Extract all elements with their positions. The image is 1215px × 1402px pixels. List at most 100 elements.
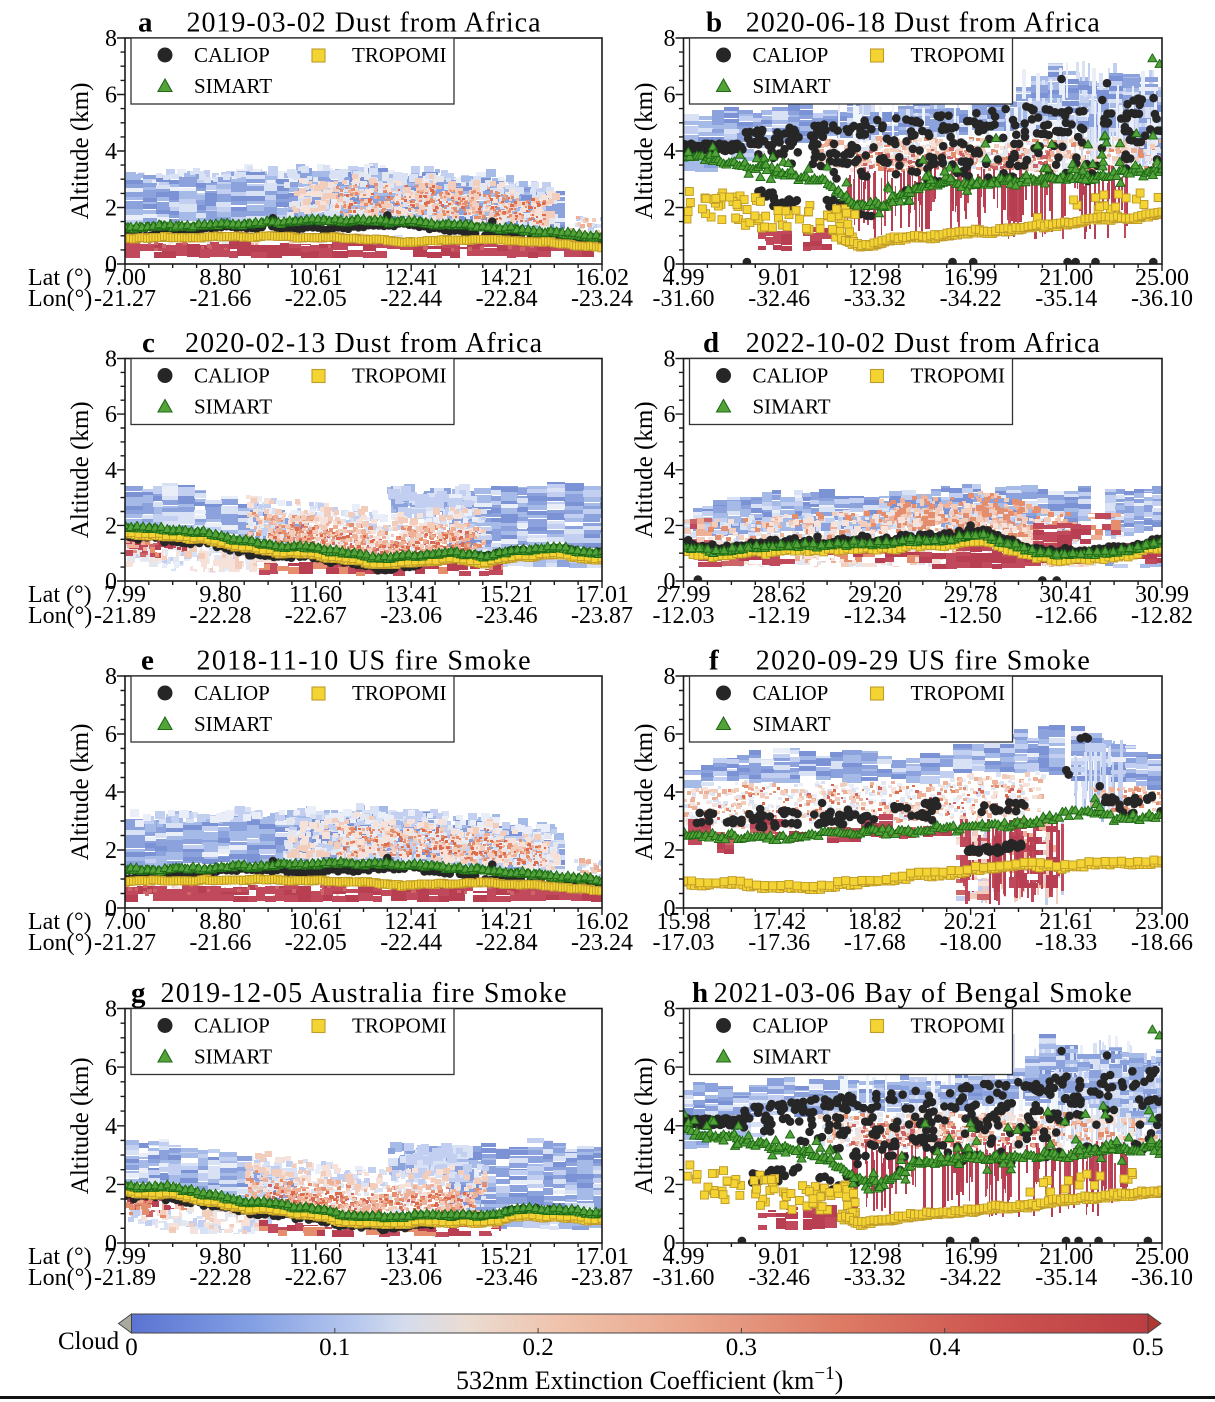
svg-text:6: 6 <box>664 722 676 748</box>
svg-text:0: 0 <box>664 1231 676 1257</box>
svg-text:-31.60: -31.60 <box>653 1265 715 1291</box>
svg-text:16.02: 16.02 <box>575 265 629 291</box>
svg-text:-22.28: -22.28 <box>189 1265 251 1291</box>
svg-text:17.01: 17.01 <box>575 582 629 608</box>
svg-text:-23.24: -23.24 <box>571 930 633 956</box>
svg-text:15.21: 15.21 <box>480 582 534 608</box>
svg-text:2018-11-10 US fire Smoke: 2018-11-10 US fire Smoke <box>197 646 531 677</box>
svg-text:-21.89: -21.89 <box>94 603 156 629</box>
svg-text:Lon(°): Lon(°) <box>28 603 92 629</box>
svg-text:0: 0 <box>105 252 117 278</box>
svg-text:Altitude (km): Altitude (km) <box>631 1057 658 1194</box>
svg-text:7.00: 7.00 <box>104 909 146 935</box>
svg-text:-22.67: -22.67 <box>285 1265 347 1291</box>
svg-text:a: a <box>138 7 153 39</box>
svg-text:Altitude (km): Altitude (km) <box>631 401 658 538</box>
svg-text:-32.46: -32.46 <box>748 1265 810 1291</box>
svg-text:2: 2 <box>664 838 676 864</box>
svg-text:Altitude (km): Altitude (km) <box>67 401 94 538</box>
svg-text:SIMART: SIMART <box>194 74 272 98</box>
svg-text:-23.06: -23.06 <box>380 1265 442 1291</box>
svg-text:2: 2 <box>105 196 117 222</box>
svg-text:4: 4 <box>664 780 676 806</box>
svg-text:CALIOP: CALIOP <box>194 43 270 67</box>
svg-text:9.80: 9.80 <box>199 582 241 608</box>
svg-text:-22.44: -22.44 <box>380 286 442 312</box>
svg-text:TROPOMI: TROPOMI <box>352 364 447 388</box>
svg-text:-35.14: -35.14 <box>1035 1265 1097 1291</box>
svg-text:6: 6 <box>664 402 676 428</box>
svg-text:-22.44: -22.44 <box>380 930 442 956</box>
svg-text:4: 4 <box>664 458 676 484</box>
svg-text:2: 2 <box>664 1172 676 1198</box>
svg-text:9.80: 9.80 <box>199 1244 241 1270</box>
svg-text:13.41: 13.41 <box>384 1244 438 1270</box>
svg-text:27.99: 27.99 <box>657 582 711 608</box>
svg-text:SIMART: SIMART <box>753 395 831 419</box>
svg-text:-22.05: -22.05 <box>285 930 347 956</box>
svg-text:28.62: 28.62 <box>752 582 806 608</box>
svg-text:-21.66: -21.66 <box>189 930 251 956</box>
svg-text:0.1: 0.1 <box>319 1334 350 1361</box>
svg-text:-12.50: -12.50 <box>940 603 1002 629</box>
svg-text:Lon(°): Lon(°) <box>28 286 92 312</box>
svg-text:TROPOMI: TROPOMI <box>911 364 1006 388</box>
svg-text:2022-10-02 Dust from Africa: 2022-10-02 Dust from Africa <box>746 328 1101 359</box>
svg-text:8: 8 <box>105 26 117 52</box>
svg-text:-17.68: -17.68 <box>844 930 906 956</box>
svg-text:8: 8 <box>664 664 676 690</box>
svg-text:25.00: 25.00 <box>1135 265 1189 291</box>
svg-text:-23.87: -23.87 <box>571 1265 633 1291</box>
svg-text:0.3: 0.3 <box>726 1334 757 1361</box>
svg-text:0.2: 0.2 <box>522 1334 553 1361</box>
svg-text:-22.28: -22.28 <box>189 603 251 629</box>
svg-text:Lon(°): Lon(°) <box>28 1265 92 1291</box>
svg-text:-34.22: -34.22 <box>940 286 1002 312</box>
svg-text:g: g <box>131 977 146 1009</box>
svg-text:-33.32: -33.32 <box>844 1265 906 1291</box>
svg-text:4: 4 <box>664 139 676 165</box>
svg-text:Lon(°): Lon(°) <box>28 930 92 956</box>
svg-text:16.99: 16.99 <box>944 265 998 291</box>
svg-text:-22.84: -22.84 <box>476 286 538 312</box>
svg-text:-22.67: -22.67 <box>285 603 347 629</box>
svg-text:-36.10: -36.10 <box>1131 1265 1193 1291</box>
svg-text:4.99: 4.99 <box>663 265 705 291</box>
svg-text:-21.66: -21.66 <box>189 286 251 312</box>
svg-text:-23.06: -23.06 <box>380 603 442 629</box>
svg-text:2021-03-06 Bay of Bengal Smoke: 2021-03-06 Bay of Bengal Smoke <box>714 978 1132 1009</box>
svg-text:-21.27: -21.27 <box>94 286 156 312</box>
svg-text:14.21: 14.21 <box>480 265 534 291</box>
svg-text:-12.34: -12.34 <box>844 603 906 629</box>
svg-text:-12.03: -12.03 <box>653 603 715 629</box>
svg-text:7.99: 7.99 <box>104 582 146 608</box>
svg-text:8: 8 <box>664 997 676 1023</box>
svg-text:8.80: 8.80 <box>199 909 241 935</box>
svg-text:-17.03: -17.03 <box>653 930 715 956</box>
svg-text:-23.24: -23.24 <box>571 286 633 312</box>
svg-text:6: 6 <box>105 722 117 748</box>
svg-text:11.60: 11.60 <box>289 582 342 608</box>
svg-text:21.00: 21.00 <box>1039 265 1093 291</box>
svg-text:Lat (°): Lat (°) <box>28 909 92 935</box>
svg-text:6: 6 <box>105 83 117 109</box>
svg-text:SIMART: SIMART <box>194 712 272 736</box>
svg-text:0: 0 <box>664 896 676 922</box>
svg-text:Lat (°): Lat (°) <box>28 1244 92 1270</box>
svg-text:2: 2 <box>664 513 676 539</box>
svg-text:-22.84: -22.84 <box>476 930 538 956</box>
svg-text:12.98: 12.98 <box>848 265 902 291</box>
svg-text:8: 8 <box>664 347 676 373</box>
svg-text:0: 0 <box>105 896 117 922</box>
svg-text:10.61: 10.61 <box>289 909 343 935</box>
svg-text:e: e <box>141 645 154 677</box>
svg-text:30.99: 30.99 <box>1135 582 1189 608</box>
svg-text:Cloud: Cloud <box>58 1328 120 1355</box>
svg-text:2: 2 <box>105 838 117 864</box>
svg-text:12.41: 12.41 <box>384 265 438 291</box>
svg-text:-35.14: -35.14 <box>1035 286 1097 312</box>
svg-text:8: 8 <box>105 347 117 373</box>
svg-text:9.01: 9.01 <box>758 1244 800 1270</box>
svg-text:532nm Extinction Coefficient (: 532nm Extinction Coefficient (km−1) <box>456 1363 843 1395</box>
svg-text:TROPOMI: TROPOMI <box>911 1014 1006 1038</box>
